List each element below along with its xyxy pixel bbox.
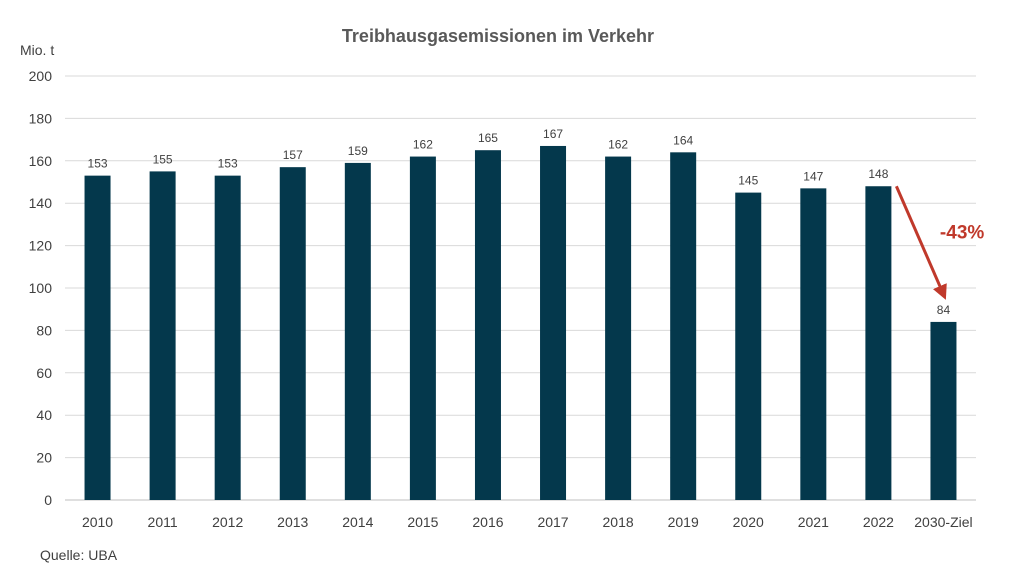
x-tick-label: 2020 [733, 514, 764, 530]
data-label: 148 [868, 167, 888, 181]
source-note: Quelle: UBA [40, 547, 118, 563]
x-tick-label: 2015 [407, 514, 438, 530]
x-tick-label: 2022 [863, 514, 894, 530]
x-tick-label: 2019 [668, 514, 699, 530]
bar-2012 [214, 175, 241, 500]
y-tick-label: 140 [29, 195, 53, 211]
bar-2018 [605, 156, 632, 500]
bar-2020 [735, 192, 762, 500]
x-tick-label: 2030-Ziel [914, 514, 972, 530]
bar-2011 [149, 171, 176, 500]
y-tick-label: 200 [29, 68, 53, 84]
data-label: 147 [803, 169, 823, 183]
bar-2021 [800, 188, 827, 501]
data-label: 164 [673, 133, 693, 147]
bar-2014 [344, 162, 371, 501]
bars [84, 145, 957, 501]
bar-2019 [670, 152, 697, 500]
bar-2016 [474, 150, 501, 500]
x-tick-label: 2017 [537, 514, 568, 530]
bar-2030-Ziel [930, 321, 957, 500]
x-axis-ticks: 2010 2011 2012 2013 2014 2015 2016 2017 2018 2019… [82, 514, 973, 530]
x-tick-label: 2012 [212, 514, 243, 530]
x-tick-label: 2018 [603, 514, 634, 530]
gridlines [65, 75, 976, 459]
reduction-label: -43% [940, 222, 984, 243]
data-label: 145 [738, 174, 758, 188]
y-tick-label: 0 [44, 492, 52, 508]
x-tick-label: 2011 [148, 514, 178, 530]
y-tick-label: 120 [29, 238, 53, 254]
data-label: 155 [153, 152, 173, 166]
y-tick-label: 160 [29, 153, 53, 169]
data-label: 153 [88, 157, 108, 171]
bar-2022 [865, 186, 892, 501]
data-label: 165 [478, 131, 498, 145]
y-axis-unit-label: Mio. t [20, 42, 54, 58]
bar-2015 [409, 156, 436, 500]
data-labels: 153 155 153 157 159 162 165 167 162 164 145 147 148 8… [88, 127, 951, 317]
x-tick-label: 2016 [472, 514, 503, 530]
data-label: 153 [218, 157, 238, 171]
x-tick-label: 2010 [82, 514, 113, 530]
y-tick-label: 100 [29, 280, 53, 296]
x-tick-label: 2021 [798, 514, 829, 530]
y-tick-label: 180 [29, 110, 53, 126]
y-tick-label: 80 [36, 322, 52, 338]
data-label: 167 [543, 127, 563, 141]
data-label: 162 [608, 138, 628, 152]
bar-2010 [84, 175, 111, 500]
data-label: 84 [937, 303, 951, 317]
bar-2017 [540, 145, 567, 500]
data-label: 157 [283, 148, 303, 162]
data-label: 162 [413, 138, 433, 152]
y-tick-label: 40 [36, 407, 52, 423]
x-tick-label: 2013 [277, 514, 308, 530]
x-tick-label: 2014 [342, 514, 373, 530]
y-tick-label: 60 [36, 365, 52, 381]
reduction-annotation: -43% [895, 185, 984, 300]
bar-2013 [279, 167, 306, 500]
y-axis-ticks: 0 20 40 60 80 100 120 140 160 180 200 [29, 68, 53, 508]
data-label: 159 [348, 144, 368, 158]
reduction-arrow [895, 185, 947, 300]
y-tick-label: 20 [36, 450, 52, 466]
chart-title: Treibhausgasemissionen im Verkehr [342, 26, 654, 46]
